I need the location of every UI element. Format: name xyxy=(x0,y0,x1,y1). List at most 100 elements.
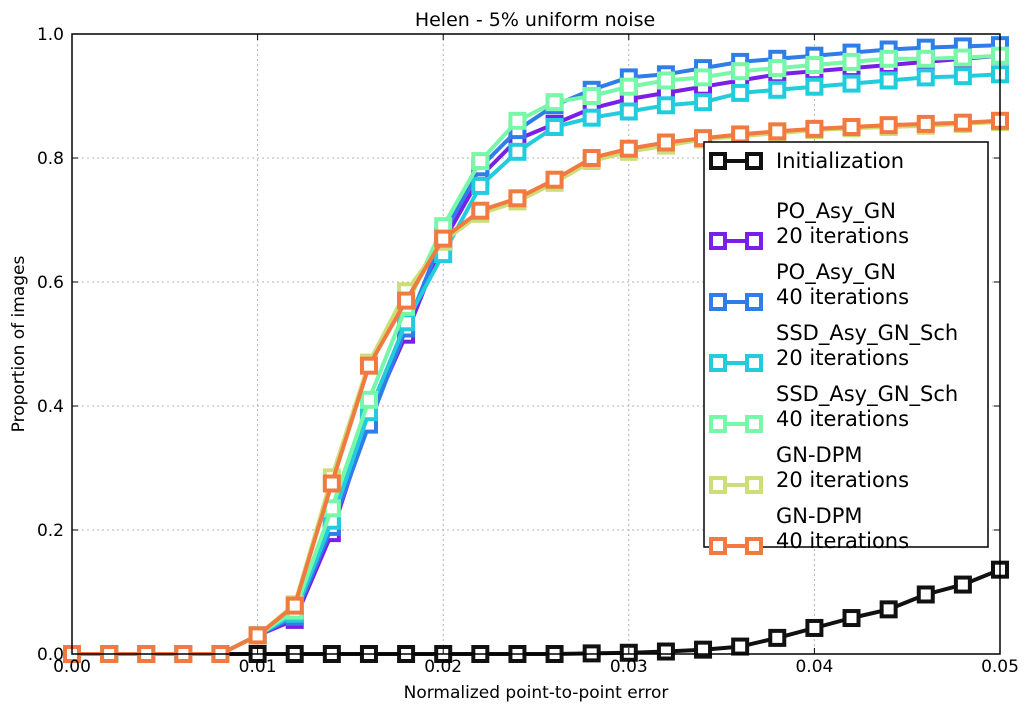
data-point xyxy=(768,59,787,78)
y-tick-label: 0.0 xyxy=(37,645,64,665)
data-point xyxy=(582,87,601,105)
series-0 xyxy=(63,560,1009,663)
legend-label: GN-DPM xyxy=(776,443,863,467)
legend-marker xyxy=(709,293,727,311)
x-axis-label: Normalized point-to-point error xyxy=(404,683,669,703)
legend-marker xyxy=(745,152,763,170)
data-point xyxy=(953,575,972,594)
legend-marker xyxy=(745,537,763,555)
data-point xyxy=(768,122,787,141)
y-tick-label: 0.2 xyxy=(37,521,64,541)
data-point xyxy=(397,291,416,310)
x-tick-label: 0.01 xyxy=(239,657,277,677)
data-point xyxy=(805,119,824,138)
y-tick-label: 1.0 xyxy=(37,25,64,45)
data-point xyxy=(545,93,564,112)
data-point xyxy=(879,49,898,68)
data-point xyxy=(656,133,675,152)
chart-title: Helen - 5% uniform noise xyxy=(415,9,655,31)
data-point xyxy=(471,152,490,171)
legend-marker xyxy=(709,537,727,555)
data-point xyxy=(842,118,861,136)
data-point xyxy=(656,71,675,90)
data-point xyxy=(694,640,713,659)
data-point xyxy=(842,52,861,71)
y-axis-label: Proportion of images xyxy=(9,256,29,433)
data-point xyxy=(471,201,490,220)
series-layer xyxy=(63,36,1009,663)
legend-marker xyxy=(709,232,727,250)
legend-label: 40 iterations xyxy=(776,285,909,309)
data-point xyxy=(953,113,972,132)
data-point xyxy=(768,628,787,647)
data-point xyxy=(953,67,972,86)
data-point xyxy=(916,68,935,87)
data-point xyxy=(953,48,972,67)
legend-label: SSD_Asy_GN_Sch xyxy=(776,382,958,407)
data-point xyxy=(582,149,601,167)
data-point xyxy=(248,626,267,645)
data-point xyxy=(471,176,490,195)
legend-label: Initialization xyxy=(776,149,904,173)
legend-label: 40 iterations xyxy=(776,407,909,431)
plot-frame xyxy=(71,33,1001,655)
data-point xyxy=(508,189,527,208)
data-point xyxy=(805,56,824,74)
data-point xyxy=(434,229,453,248)
data-point xyxy=(842,74,861,93)
x-tick-label: 0.00 xyxy=(53,657,91,677)
legend-marker xyxy=(709,415,727,433)
data-point xyxy=(879,71,898,90)
data-point xyxy=(656,642,675,661)
legend-marker xyxy=(745,232,763,250)
x-tick-label: 0.04 xyxy=(795,657,833,677)
legend-label: SSD_Asy_GN_Sch xyxy=(776,321,958,346)
legend-marker xyxy=(745,415,763,433)
y-tick-label: 0.6 xyxy=(37,273,64,293)
legend-marker xyxy=(709,354,727,372)
data-point xyxy=(879,116,898,135)
data-point xyxy=(656,96,675,115)
data-point xyxy=(768,80,787,99)
data-point xyxy=(359,356,378,375)
data-point xyxy=(359,390,378,409)
data-point xyxy=(916,585,935,604)
series-line xyxy=(72,567,1001,656)
legend-marker xyxy=(709,152,727,170)
y-tick-label: 0.8 xyxy=(37,149,64,169)
data-point xyxy=(694,93,713,112)
legend-label: 20 iterations xyxy=(776,224,909,248)
data-point xyxy=(619,102,638,121)
data-point xyxy=(842,609,861,628)
data-point xyxy=(285,596,304,615)
data-point xyxy=(619,77,638,96)
legend-marker xyxy=(745,293,763,311)
data-point xyxy=(582,108,601,127)
legend-label: 40 iterations xyxy=(776,529,909,553)
data-point xyxy=(731,125,750,144)
data-point xyxy=(322,474,341,493)
legend-entry: Initialization xyxy=(709,149,904,173)
x-tick-label: 0.02 xyxy=(424,657,462,677)
data-point xyxy=(694,68,713,87)
y-tick-label: 0.4 xyxy=(37,397,64,417)
data-point xyxy=(508,142,527,161)
legend-marker xyxy=(745,354,763,372)
legend-label: PO_Asy_GN xyxy=(776,260,896,285)
legend-label: GN-DPM xyxy=(776,504,863,528)
legend-marker xyxy=(709,476,727,494)
data-point xyxy=(731,637,750,656)
legend-marker xyxy=(745,476,763,494)
legend-label: 20 iterations xyxy=(776,346,909,370)
legend-label: 20 iterations xyxy=(776,468,909,492)
data-point xyxy=(916,114,935,133)
data-point xyxy=(805,77,824,96)
